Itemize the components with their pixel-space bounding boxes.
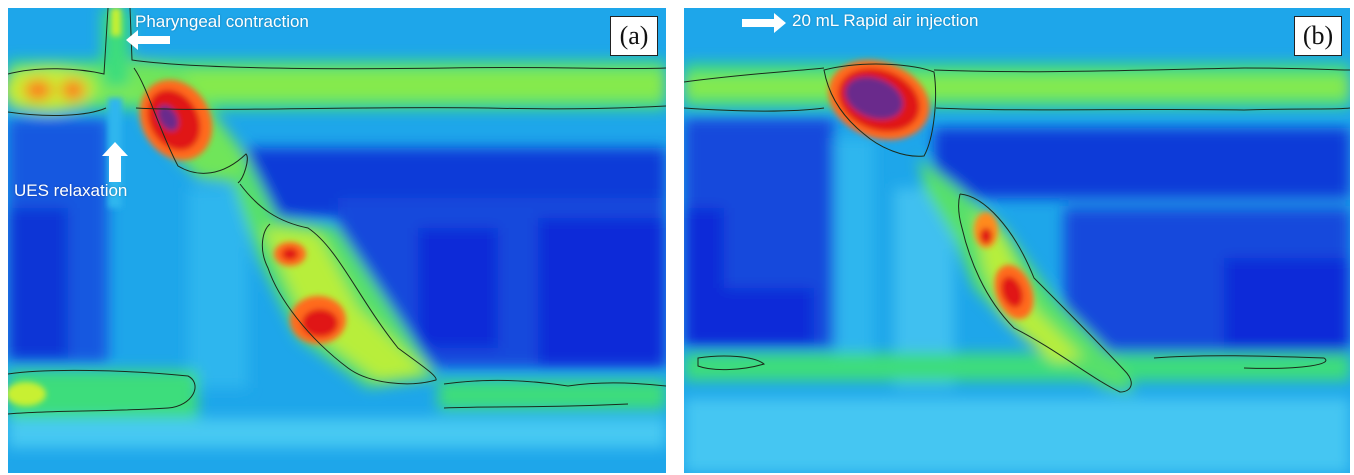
panel-label-a: (a) xyxy=(610,16,658,56)
ues-relaxation-label: UES relaxation xyxy=(14,181,128,200)
pharyngeal-contraction-label: Pharyngeal contraction xyxy=(135,12,309,31)
pressure-heatmap-a xyxy=(8,8,666,473)
arrow-up-icon xyxy=(102,142,128,182)
pressure-topography-panel-b: (b) 20 mL Rapid air injection xyxy=(684,8,1350,473)
arrow-right-icon xyxy=(742,13,786,33)
pressure-heatmap-b xyxy=(684,8,1350,473)
panel-label-b: (b) xyxy=(1294,16,1342,56)
arrow-left-icon xyxy=(126,30,170,50)
pressure-topography-panel-a: (a) Pharyngeal contraction UES relaxatio… xyxy=(8,8,666,473)
rapid-air-injection-label: 20 mL Rapid air injection xyxy=(792,11,979,30)
